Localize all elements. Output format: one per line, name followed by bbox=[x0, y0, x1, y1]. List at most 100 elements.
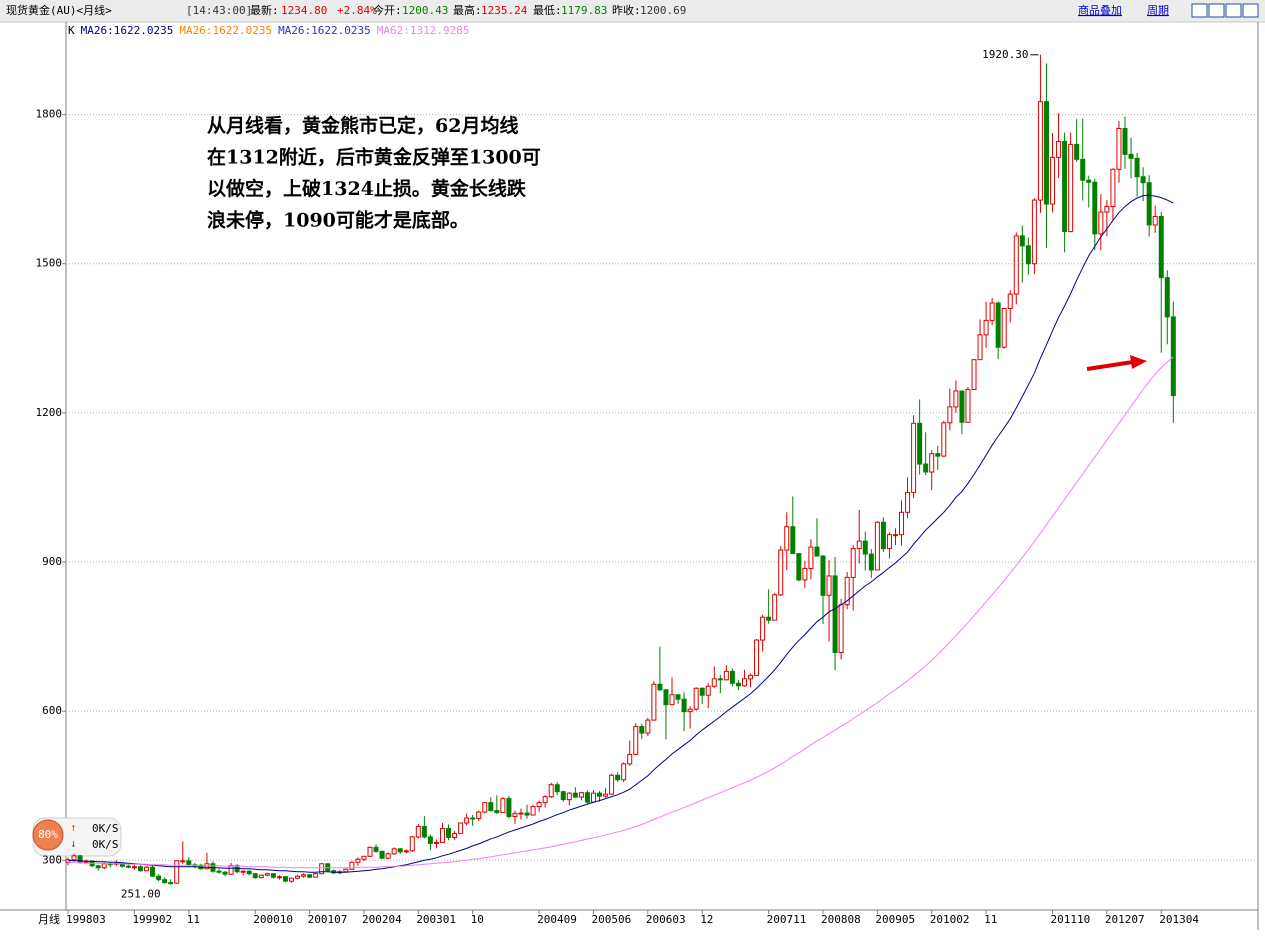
candle-body bbox=[862, 540, 868, 555]
header-label: 今开: bbox=[373, 3, 402, 17]
candle-body bbox=[554, 784, 560, 793]
candle-body bbox=[748, 674, 754, 680]
candle-body bbox=[681, 698, 687, 713]
legend-item: K bbox=[68, 24, 75, 37]
candle-body bbox=[621, 763, 627, 781]
period-link[interactable]: 周期 bbox=[1147, 4, 1169, 17]
candle-body bbox=[633, 726, 639, 755]
candle-body bbox=[270, 873, 276, 878]
candle-body bbox=[125, 865, 131, 868]
candle-body bbox=[470, 817, 476, 820]
candle-body bbox=[216, 870, 222, 873]
button[interactable] bbox=[1225, 3, 1242, 18]
candle-body bbox=[240, 870, 246, 873]
up-icon: ↑ bbox=[70, 821, 77, 834]
x-tick-label: 200107 bbox=[308, 913, 348, 926]
candle-body bbox=[415, 825, 421, 838]
candle-body bbox=[409, 836, 415, 852]
candle-body bbox=[1043, 101, 1049, 205]
candle-body bbox=[1134, 157, 1140, 178]
candle-body bbox=[1098, 211, 1104, 235]
candle-body bbox=[506, 798, 512, 818]
candle-body bbox=[288, 877, 294, 882]
candle-body bbox=[1019, 235, 1025, 247]
header-label: 最低: bbox=[533, 4, 562, 17]
candle-body bbox=[699, 687, 705, 696]
candle-body bbox=[403, 850, 409, 853]
candle-body bbox=[494, 810, 500, 814]
candle-body bbox=[1007, 293, 1013, 309]
candle-body bbox=[433, 841, 439, 844]
candle-body bbox=[597, 792, 603, 797]
widget-down-speed: 0K/S bbox=[92, 838, 119, 851]
candle-body bbox=[657, 683, 663, 691]
y-tick-label: 1800 bbox=[36, 108, 63, 121]
candle-body bbox=[663, 689, 669, 706]
header-value: 1200.43 bbox=[402, 4, 448, 17]
candle-body bbox=[307, 874, 313, 878]
button[interactable] bbox=[1191, 3, 1208, 18]
candle-body bbox=[645, 719, 651, 734]
candle-body bbox=[156, 875, 162, 881]
candle-body bbox=[319, 863, 325, 875]
candle-body bbox=[723, 670, 729, 681]
y-tick-label: 600 bbox=[42, 704, 62, 717]
candle-body bbox=[222, 871, 228, 875]
y-tick-label: 900 bbox=[42, 555, 62, 568]
annotation-line: 以做空，上破1324止损。黄金长线跌 bbox=[207, 177, 527, 200]
candle-body bbox=[349, 861, 355, 870]
x-tick-label: 201304 bbox=[1159, 913, 1199, 926]
candle-body bbox=[264, 873, 270, 876]
candle-body bbox=[868, 553, 874, 571]
candle-body bbox=[452, 832, 458, 838]
candle-body bbox=[929, 453, 935, 473]
widget-circle bbox=[32, 819, 64, 851]
candle-body bbox=[518, 812, 524, 815]
candle-body bbox=[1110, 168, 1116, 208]
candle-body bbox=[947, 406, 953, 424]
view-buttons[interactable] bbox=[1191, 3, 1259, 18]
header-label: 最新: bbox=[250, 3, 279, 17]
candle-body bbox=[361, 855, 367, 860]
arrow-head bbox=[1130, 355, 1147, 369]
header-label: 昨收: bbox=[612, 3, 641, 17]
candle-body bbox=[1025, 245, 1031, 265]
candle-body bbox=[150, 866, 156, 877]
x-tick-label: 200010 bbox=[253, 913, 293, 926]
candle-body bbox=[802, 567, 808, 581]
button[interactable] bbox=[1208, 3, 1225, 18]
x-tick-label: 201207 bbox=[1105, 913, 1145, 926]
candle-body bbox=[790, 526, 796, 555]
candle-body bbox=[717, 678, 723, 681]
candle-body bbox=[844, 576, 850, 606]
candle-body bbox=[385, 853, 391, 859]
moving-average bbox=[67, 194, 1174, 873]
candle-body bbox=[675, 694, 681, 700]
candle-body bbox=[1116, 128, 1122, 170]
candle-body bbox=[1086, 179, 1092, 183]
candle-body bbox=[953, 390, 959, 408]
candle-body bbox=[252, 873, 258, 879]
candle-body bbox=[367, 846, 373, 857]
y-tick-label: 1500 bbox=[36, 257, 63, 270]
legend-item: MA26:1622.0235 bbox=[81, 24, 174, 37]
candle-body bbox=[627, 753, 633, 765]
candle-body bbox=[1140, 176, 1146, 184]
candle-body bbox=[373, 846, 379, 852]
candle-body bbox=[911, 422, 917, 493]
x-tick-label: 199803 bbox=[66, 913, 106, 926]
candle-body bbox=[1080, 158, 1086, 181]
candle-body bbox=[476, 811, 482, 820]
candle-body bbox=[965, 389, 971, 423]
candle-body bbox=[137, 866, 143, 872]
candle-body bbox=[838, 604, 844, 653]
x-axis-name: 月线 bbox=[38, 912, 60, 926]
overlay-link[interactable]: 商品叠加 bbox=[1078, 3, 1122, 17]
candle-body bbox=[977, 334, 983, 361]
candle-body bbox=[131, 866, 137, 869]
button[interactable] bbox=[1242, 3, 1259, 18]
candle-body bbox=[144, 866, 150, 872]
candle-body bbox=[814, 546, 820, 557]
speed-widget: 80% ↑ ↓ 0K/S 0K/S bbox=[32, 817, 122, 857]
candle-body bbox=[754, 639, 760, 676]
